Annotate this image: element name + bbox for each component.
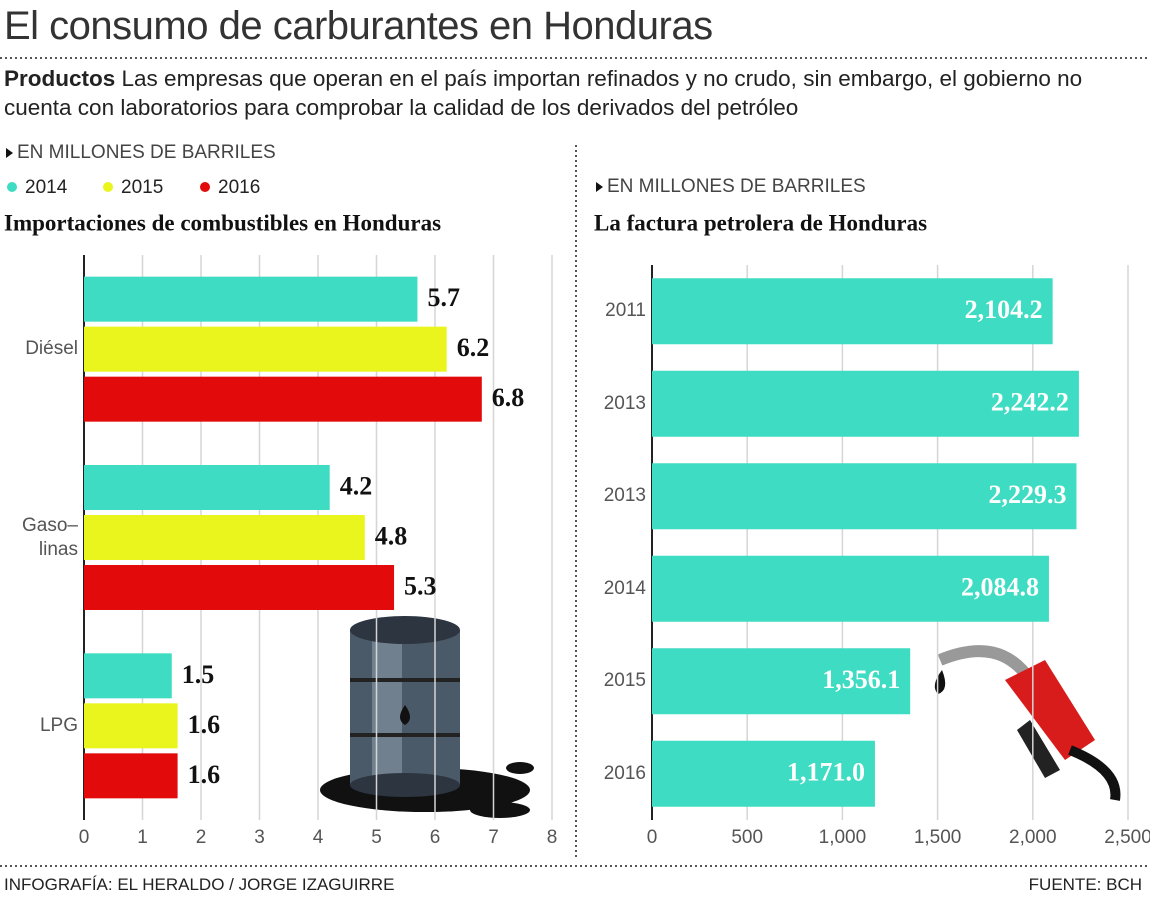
barrel-illustration — [320, 616, 534, 818]
value-label: 6.2 — [457, 333, 490, 362]
bar — [84, 326, 447, 372]
y-tick-label: Gaso– linas — [22, 514, 78, 560]
y-tick-label-box: 2016 — [603, 762, 646, 784]
chart-title: Importaciones de combustibles en Hondura… — [4, 210, 441, 235]
bar — [84, 703, 178, 749]
legend-swatch — [103, 182, 113, 192]
bar — [652, 463, 1077, 530]
y-tick-label: 2014 — [603, 577, 646, 599]
credit: INFOGRAFÍA: EL HERALDO / JORGE IZAGUIRRE — [4, 875, 395, 894]
y-tick-label: 2013 — [603, 392, 646, 414]
legend-label: 2016 — [218, 177, 260, 198]
x-tick-label: 7 — [488, 827, 499, 848]
bar — [652, 555, 1049, 622]
bar — [84, 376, 482, 422]
y-tick-label-box: 2013 — [603, 392, 646, 414]
value-label: 1.6 — [188, 710, 221, 739]
page-title: El consumo de carburantes en Honduras — [4, 4, 713, 48]
legend-label: 2015 — [121, 177, 163, 198]
bar — [652, 370, 1079, 437]
value-label: 6.8 — [492, 383, 525, 412]
bar — [652, 648, 911, 715]
y-tick-label: 2016 — [603, 762, 646, 784]
value-label: 5.3 — [404, 571, 437, 600]
x-tick-label: 8 — [547, 827, 558, 848]
value-label: 1.5 — [182, 660, 215, 689]
x-tick-label: 5 — [371, 827, 382, 848]
x-tick-label: 0 — [647, 827, 658, 848]
y-tick-label-box: Diésel — [25, 338, 78, 360]
x-tick-label: 1,500 — [914, 827, 962, 848]
x-tick-label: 2 — [196, 827, 207, 848]
bar — [84, 465, 330, 510]
y-tick-label-box: 2011 — [605, 300, 646, 322]
subtitle-lead: Productos — [4, 66, 116, 91]
x-tick-label: 2,500 — [1104, 827, 1150, 848]
x-tick-label: 2,000 — [1009, 827, 1057, 848]
bar — [84, 515, 365, 560]
value-label: 4.2 — [340, 471, 373, 500]
subtitle-block: Productos Las empresas que operan en el … — [4, 64, 1144, 122]
legend-swatch — [7, 182, 17, 192]
x-tick-label: 0 — [79, 827, 90, 848]
note: EN MILLONES DE BARRILES — [17, 142, 276, 163]
source: FUENTE: BCH — [1028, 875, 1142, 894]
x-tick-label: 1 — [137, 827, 148, 848]
y-tick-label: 2013 — [603, 485, 646, 507]
bar — [652, 740, 875, 807]
note: EN MILLONES DE BARRILES — [607, 176, 866, 197]
bar — [84, 653, 172, 699]
chart-title: La factura petrolera de Honduras — [594, 210, 927, 235]
value-label: 1,171.0 — [787, 758, 865, 787]
y-tick-label-box: LPG — [39, 714, 78, 736]
y-tick-label-box: 2014 — [603, 577, 646, 599]
value-label: 1,356.1 — [822, 665, 900, 694]
value-label: 5.7 — [427, 283, 460, 312]
bar — [652, 278, 1053, 345]
value-label: 2,242.2 — [991, 388, 1069, 417]
y-tick-label-box: Gaso– linas — [22, 514, 78, 560]
legend-swatch — [200, 182, 210, 192]
x-tick-label: 4 — [313, 827, 324, 848]
x-tick-label: 6 — [430, 827, 441, 848]
y-tick-label: 2011 — [605, 300, 646, 322]
subtitle: Las empresas que operan en el país impor… — [4, 66, 1083, 120]
value-label: 2,104.2 — [965, 295, 1043, 324]
bar — [84, 565, 395, 610]
y-tick-label: LPG — [39, 714, 78, 736]
note-marker — [6, 148, 13, 158]
x-tick-label: 500 — [731, 827, 763, 848]
y-tick-label-box: 2015 — [603, 670, 646, 692]
y-tick-label: Diésel — [25, 338, 78, 360]
value-label: 4.8 — [375, 521, 408, 550]
x-tick-label: 1,000 — [819, 827, 867, 848]
value-label: 2,084.8 — [961, 573, 1039, 602]
note-marker — [596, 182, 603, 192]
value-label: 1.6 — [188, 760, 221, 789]
y-tick-label-box: 2013 — [603, 485, 646, 507]
y-tick-label: 2015 — [603, 670, 646, 692]
bar — [84, 753, 178, 799]
pump-illustration — [934, 645, 1121, 801]
x-tick-label: 3 — [254, 827, 265, 848]
legend-label: 2014 — [25, 177, 68, 198]
value-label: 2,229.3 — [988, 480, 1066, 509]
bar — [84, 276, 418, 322]
